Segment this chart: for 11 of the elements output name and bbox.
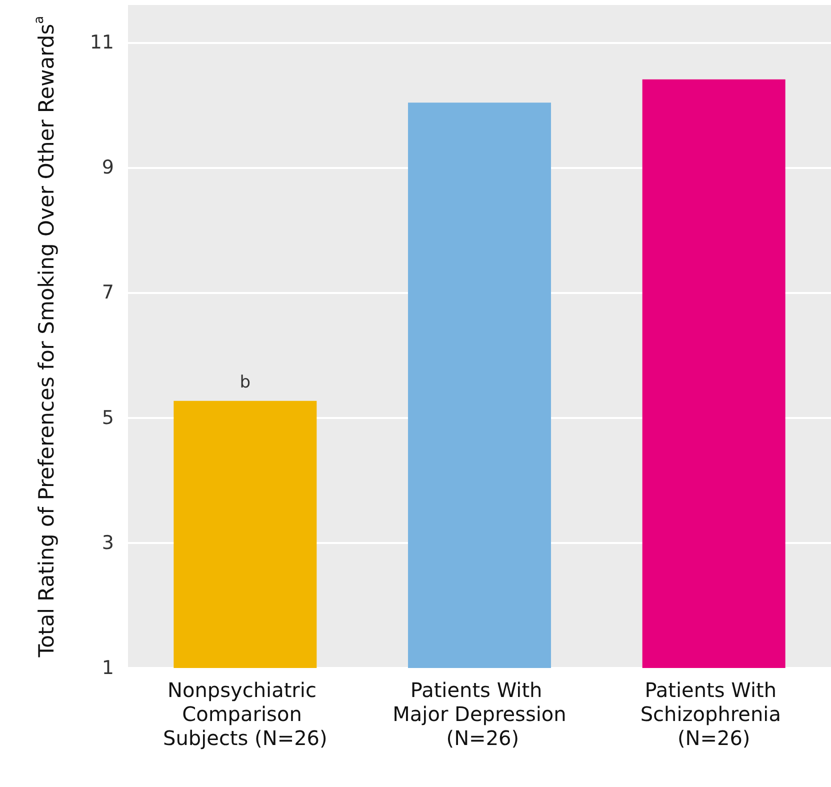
y-tick-label: 9 xyxy=(102,156,114,179)
y-tick-label: 3 xyxy=(102,532,114,554)
annotation: b xyxy=(240,372,251,392)
y-tick-label: 5 xyxy=(102,406,114,429)
y-axis-title: Total Rating of Preferences for Smoking Over Other Rewardsa xyxy=(32,16,58,658)
y-tick-label: 1 xyxy=(102,657,114,679)
y-tick-label: 11 xyxy=(90,32,114,54)
x-tick-label: Patients With Schizophrenia (N=26) xyxy=(640,678,788,750)
x-tick-label: Patients With Major Depression (N=26) xyxy=(392,678,566,750)
y-tick-label: 7 xyxy=(102,282,114,304)
x-tick-label: Nonpsychiatric Comparison Subjects (N=26) xyxy=(163,678,328,750)
